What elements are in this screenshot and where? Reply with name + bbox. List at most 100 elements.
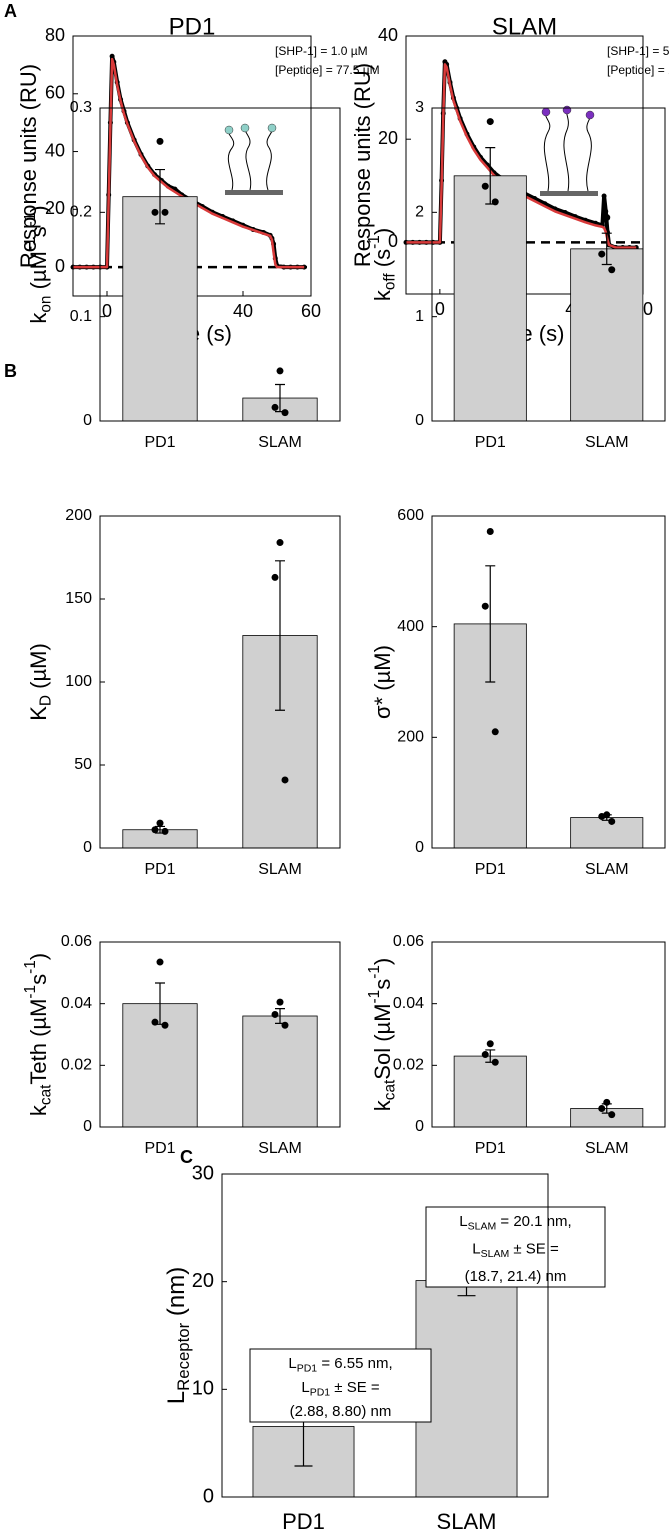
text-part: ): [26, 953, 51, 960]
error-bar: [155, 168, 165, 225]
text-part: k: [370, 289, 395, 301]
text-part: on: [38, 296, 55, 313]
text-part: D: [38, 695, 55, 706]
text-part: K: [26, 706, 51, 721]
text-part: L: [288, 1355, 296, 1372]
data-point: [491, 198, 499, 206]
error-bar: [275, 560, 285, 711]
data-point: [151, 208, 159, 216]
annotation: [Peptide] = 77.5 µM: [275, 63, 380, 77]
data-point: [109, 53, 115, 59]
text-part: s: [26, 226, 51, 237]
text-part: SLAM: [481, 1248, 510, 1260]
data-point: [151, 1018, 159, 1026]
y-tick-label: 50: [74, 756, 92, 773]
data-point: [276, 367, 284, 375]
text-part: L: [301, 1379, 309, 1396]
y-tick-label: 10: [192, 1378, 214, 1400]
annotation-box: [425, 1206, 606, 1288]
text-part: (s: [370, 249, 395, 273]
data-point: [598, 812, 606, 820]
y-tick-label: 0.1: [70, 308, 92, 325]
axes-box: [221, 1173, 549, 1498]
annotation-box: [249, 1348, 432, 1423]
axes-box: [431, 107, 666, 422]
text-part: -1: [22, 985, 39, 999]
y-axis-label: kon (µM-1s-1): [22, 205, 54, 323]
axes-box: [99, 941, 341, 1128]
data-point: [276, 998, 284, 1006]
y-tick-label: 0.02: [393, 1057, 424, 1074]
text-part: Receptor: [175, 1322, 194, 1391]
y-tick-label: 200: [65, 507, 92, 524]
bar: [453, 175, 527, 422]
y-tick-label: 1: [415, 308, 424, 325]
text-part: -1: [366, 235, 383, 249]
data-point: [486, 1040, 494, 1048]
text-part: (18.7, 21.4) nm: [465, 1268, 567, 1285]
bar: [415, 1280, 518, 1498]
text-part: (2.88, 8.80) nm: [290, 1403, 392, 1420]
y-tick-label: 0.06: [393, 933, 424, 950]
inset-dot: [541, 107, 551, 117]
x-tick-label: PD1: [144, 861, 175, 878]
y-tick-label: 0: [415, 839, 424, 856]
y-tick-label: 80: [45, 25, 65, 45]
data-point: [271, 573, 279, 581]
bar: [570, 817, 644, 849]
y-tick-label: 0: [203, 1485, 214, 1507]
bar: [242, 1015, 318, 1128]
annotation: LSLAM = 20.1 nm,: [459, 1213, 571, 1232]
y-tick-label: 20: [45, 198, 65, 218]
bar: [570, 248, 644, 422]
data-point: [598, 250, 606, 258]
data-point: [608, 817, 616, 825]
y-tick-label: 20: [192, 1270, 214, 1292]
y-tick-label: 20: [378, 128, 398, 148]
inset-cartoon: [540, 109, 598, 196]
text-part: off: [382, 273, 399, 291]
x-tick-label: 0: [102, 301, 112, 321]
text-part: -1: [22, 960, 39, 974]
annotation: [SHP-1] = 5.0 µM: [607, 44, 669, 58]
y-tick-label: 30: [192, 1162, 214, 1184]
inset-cartoon: [225, 127, 283, 195]
text-part: k: [26, 312, 51, 324]
y-tick-label: 0: [55, 256, 65, 276]
data-point: [481, 602, 489, 610]
text-part: -1: [22, 237, 39, 251]
x-tick-label: SLAM: [585, 1140, 629, 1157]
x-tick-label: 40: [233, 301, 253, 321]
text-part: Teth (µM: [26, 999, 51, 1085]
annotation: [SHP-1] = 1.0 µM: [275, 44, 368, 58]
y-axis-label: kcatTeth (µM-1s-1): [22, 953, 54, 1116]
text-part: k: [370, 1099, 395, 1111]
y-tick-label: 600: [397, 507, 424, 524]
x-tick-label: SLAM: [585, 861, 629, 878]
x-tick-label: PD1: [144, 1140, 175, 1157]
text-part: s: [26, 974, 51, 985]
x-tick-label: PD1: [475, 1140, 506, 1157]
y-tick-label: 0.3: [70, 99, 92, 116]
text-part: cat: [382, 1079, 399, 1100]
text-part: ± SE =: [330, 1379, 380, 1396]
data-point: [156, 137, 164, 145]
data-point: [598, 1105, 606, 1112]
error-bar: [485, 565, 496, 683]
annotation: LPD1 ± SE =: [301, 1379, 380, 1398]
y-tick-label: 0: [388, 231, 398, 251]
data-point: [491, 728, 499, 736]
inset-dot: [267, 123, 277, 133]
text-part: -1: [366, 965, 383, 979]
y-tick-label: 0.02: [61, 1057, 92, 1074]
data-point: [491, 1058, 499, 1066]
y-tick-label: 0.04: [61, 995, 92, 1012]
data-point: [486, 527, 494, 535]
y-tick-label: 0: [83, 1118, 92, 1135]
text-part: SLAM: [468, 1220, 497, 1232]
y-tick-label: 0.2: [70, 204, 92, 221]
text-part: s: [370, 979, 395, 990]
x-tick-label: SLAM: [585, 434, 629, 451]
data-point: [151, 826, 159, 834]
